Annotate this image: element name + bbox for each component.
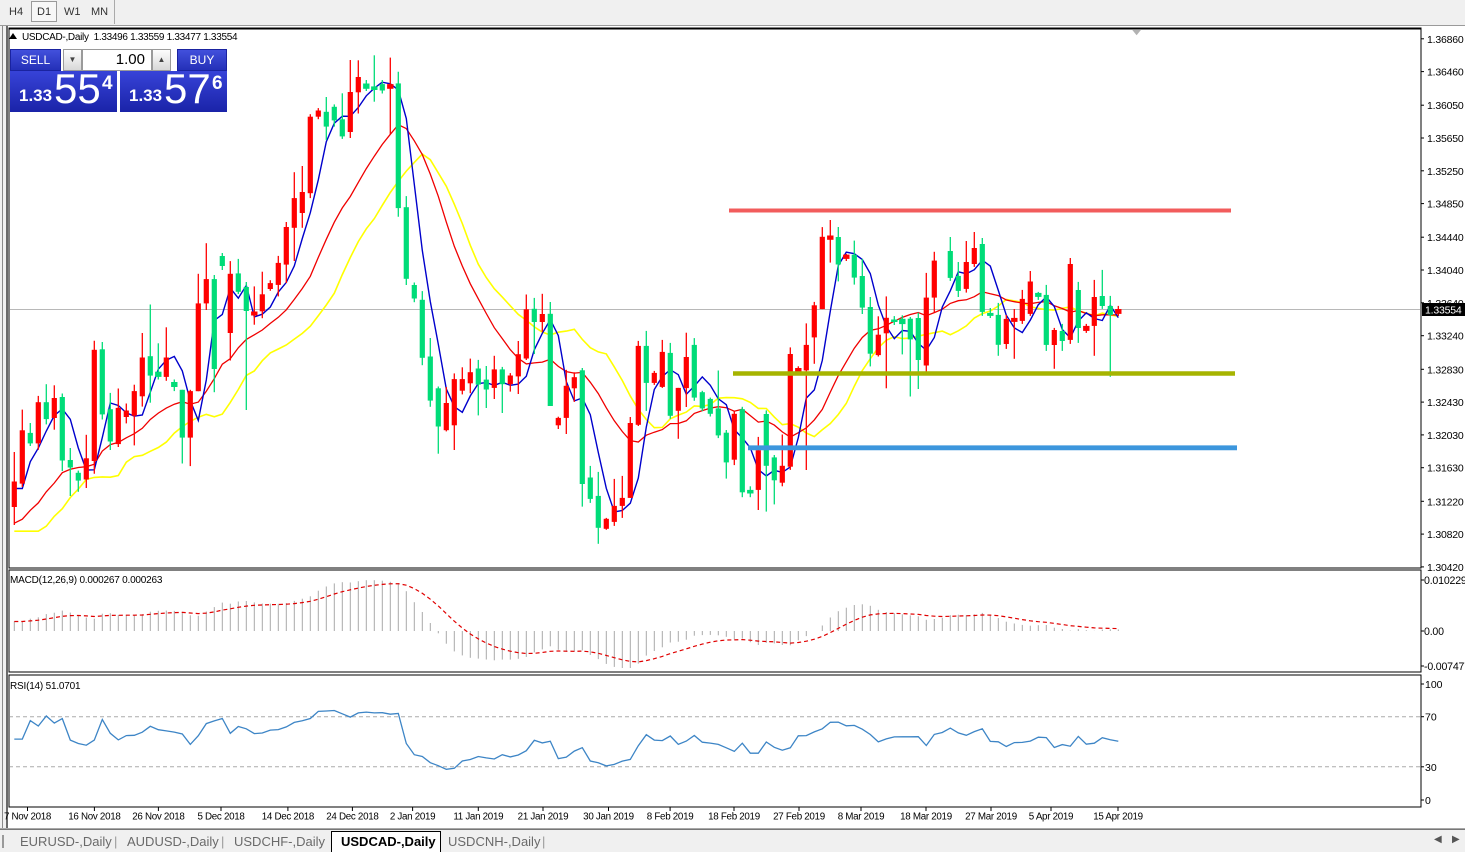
svg-text:0.00: 0.00: [1424, 626, 1444, 638]
svg-text:24 Dec 2018: 24 Dec 2018: [326, 812, 379, 823]
svg-text:18 Feb 2019: 18 Feb 2019: [708, 812, 760, 823]
svg-text:1.32030: 1.32030: [1427, 430, 1464, 442]
svg-text:0: 0: [1425, 795, 1431, 807]
svg-text:1.30420: 1.30420: [1427, 562, 1464, 574]
svg-text:1.30820: 1.30820: [1427, 529, 1464, 541]
svg-text:1.32430: 1.32430: [1427, 397, 1464, 409]
svg-text:30 Jan 2019: 30 Jan 2019: [583, 812, 634, 823]
svg-text:70: 70: [1425, 712, 1437, 724]
svg-text:8 Feb 2019: 8 Feb 2019: [647, 812, 694, 823]
svg-text:16 Nov 2018: 16 Nov 2018: [68, 812, 121, 823]
svg-text:26 Nov 2018: 26 Nov 2018: [132, 812, 185, 823]
svg-text:8 Mar 2019: 8 Mar 2019: [838, 812, 885, 823]
svg-text:27 Mar 2019: 27 Mar 2019: [965, 812, 1017, 823]
svg-text:21 Jan 2019: 21 Jan 2019: [518, 812, 569, 823]
svg-text:1.34850: 1.34850: [1427, 199, 1464, 211]
svg-text:100: 100: [1425, 679, 1443, 691]
svg-text:2 Jan 2019: 2 Jan 2019: [390, 812, 435, 823]
svg-text:15 Apr 2019: 15 Apr 2019: [1093, 812, 1143, 823]
svg-text:1.31630: 1.31630: [1427, 463, 1464, 475]
svg-text:1.33240: 1.33240: [1427, 331, 1464, 343]
svg-text:5 Dec 2018: 5 Dec 2018: [197, 812, 245, 823]
svg-text:1.36860: 1.36860: [1427, 34, 1464, 46]
svg-text:1.34040: 1.34040: [1427, 265, 1464, 277]
svg-text:18 Mar 2019: 18 Mar 2019: [900, 812, 952, 823]
svg-text:1.36050: 1.36050: [1427, 100, 1464, 112]
svg-text:-0.007477: -0.007477: [1424, 661, 1465, 673]
svg-text:30: 30: [1425, 762, 1437, 774]
svg-text:1.34440: 1.34440: [1427, 232, 1464, 244]
svg-text:1.32830: 1.32830: [1427, 364, 1464, 376]
svg-text:1.31220: 1.31220: [1427, 496, 1464, 508]
svg-text:1.33554: 1.33554: [1425, 305, 1462, 317]
svg-text:1.35250: 1.35250: [1427, 166, 1464, 178]
svg-text:1.35650: 1.35650: [1427, 133, 1464, 145]
svg-text:14 Dec 2018: 14 Dec 2018: [262, 812, 315, 823]
svg-text:7 Nov 2018: 7 Nov 2018: [4, 812, 52, 823]
svg-text:27 Feb 2019: 27 Feb 2019: [773, 812, 825, 823]
svg-text:1.36460: 1.36460: [1427, 67, 1464, 79]
svg-text:11 Jan 2019: 11 Jan 2019: [453, 812, 503, 823]
svg-text:0.010229: 0.010229: [1424, 575, 1465, 587]
svg-text:5 Apr 2019: 5 Apr 2019: [1029, 812, 1073, 823]
